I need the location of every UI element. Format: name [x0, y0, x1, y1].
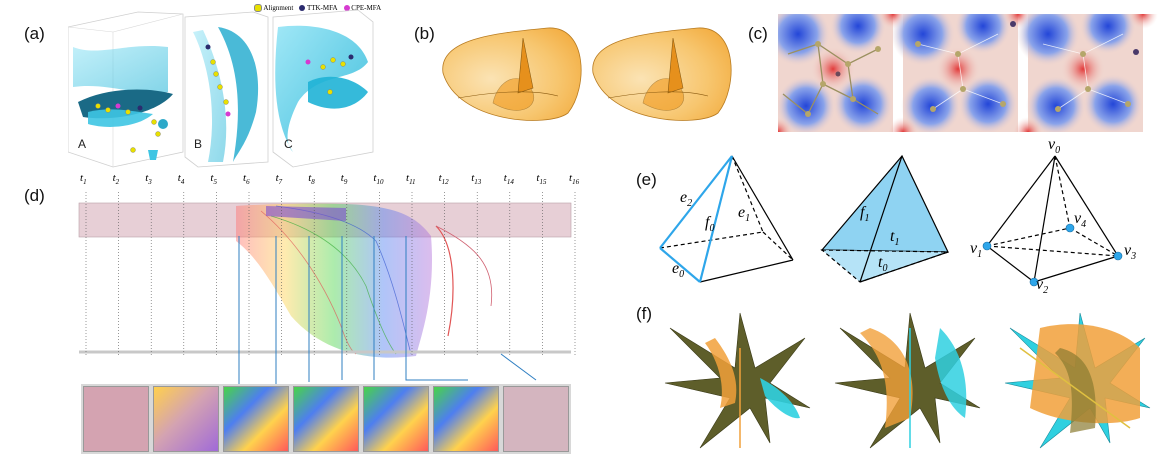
time-label: t9 — [340, 172, 348, 187]
panel-b-shapes — [442, 27, 732, 121]
label-e1: e1 — [738, 204, 751, 225]
label-f1: f1 — [860, 204, 870, 225]
subfig-label-c: C — [284, 137, 293, 151]
label-v1: v1 — [970, 240, 983, 261]
panel-a-legend: Alignment TTK-MFA CPE-MFA — [254, 4, 381, 13]
pyramid-faces — [820, 154, 949, 283]
panel-label-f: (f) — [636, 304, 653, 323]
subfig-label-a: A — [78, 137, 87, 151]
panel-label-e: (e) — [636, 170, 657, 189]
time-label: t10 — [373, 172, 384, 187]
panel-e-pyramids — [659, 154, 1123, 287]
time-label: t4 — [177, 172, 185, 187]
label-t0: t0 — [878, 254, 888, 275]
surface-1 — [664, 312, 811, 449]
subfig-a — [68, 11, 184, 168]
legend-dot-icon — [254, 4, 262, 13]
time-label: t8 — [308, 172, 315, 187]
pyramid-vertices — [986, 155, 1119, 283]
time-label: t1 — [80, 172, 87, 187]
panel-e: e2 e1 f0 e0 f1 t1 t0 v0 v4 v1 v3 v2 — [650, 136, 1150, 296]
panel-label-b: (b) — [414, 24, 435, 43]
panel-c — [763, 0, 1160, 147]
subfig-label-b: B — [194, 137, 203, 151]
label-e0: e0 — [672, 260, 685, 281]
time-label: t13 — [471, 172, 482, 187]
orange-shape-left — [442, 27, 582, 121]
time-label: t5 — [210, 172, 217, 187]
thumbnail-4 — [293, 386, 359, 452]
panel-d-graph — [78, 192, 576, 386]
critical-points — [95, 44, 354, 153]
time-label: t3 — [145, 172, 152, 187]
time-label: t14 — [503, 172, 514, 187]
time-label: t2 — [112, 172, 120, 187]
vertex-dots — [982, 223, 1123, 287]
panel-a: Alignment TTK-MFA CPE-MFA — [68, 2, 400, 170]
panel-label-a: (a) — [24, 24, 45, 43]
panel-c-heatmaps — [763, 0, 1158, 147]
legend-item-ttk: TTK-MFA — [299, 4, 338, 12]
heatmap-3 — [1013, 0, 1158, 147]
thumbnail-strip — [81, 384, 571, 454]
thumbnail-6 — [433, 386, 499, 452]
panel-f — [650, 308, 1160, 458]
time-label: t15 — [536, 172, 547, 187]
surface-3 — [1004, 312, 1151, 449]
thumbnail-5 — [363, 386, 429, 452]
panel-b — [438, 18, 738, 128]
thumbnail-7 — [503, 386, 569, 452]
label-v3: v3 — [1124, 242, 1137, 263]
panel-f-surfaces — [664, 312, 1151, 449]
legend-item-cpe: CPE-MFA — [343, 4, 381, 12]
subfig-c — [272, 9, 374, 168]
surface-2 — [834, 312, 981, 449]
time-label: t11 — [406, 172, 416, 187]
panel-d: t1 t2 t3 t4 t5 t6 t7 t8 t9 t10 t11 t12 t13 t14 t15 t16 — [76, 172, 580, 457]
label-t1: t1 — [890, 228, 900, 249]
highlighted-edges — [659, 155, 734, 283]
label-v4: v4 — [1074, 210, 1087, 231]
time-label: t16 — [569, 172, 580, 187]
legend-dot-icon — [343, 5, 350, 12]
heatmap-2 — [888, 0, 1033, 147]
subfig-b — [184, 11, 269, 168]
time-label: t12 — [438, 172, 449, 187]
thumbnail-2 — [153, 386, 219, 452]
thumbnail-connectors — [116, 236, 537, 386]
time-label: t7 — [275, 172, 283, 187]
thumbnail-1 — [83, 386, 149, 452]
time-axis: t1 t2 t3 t4 t5 t6 t7 t8 t9 t10 t11 t12 t13 t14 t15 t16 — [76, 172, 580, 188]
label-v0: v0 — [1048, 136, 1061, 157]
heatmap-1 — [763, 0, 908, 147]
label-v2: v2 — [1036, 276, 1049, 297]
thumbnail-3 — [223, 386, 289, 452]
panel-label-d: (d) — [24, 186, 45, 205]
legend-item-alignment: Alignment — [254, 4, 293, 13]
time-ticks — [85, 192, 576, 356]
time-label: t6 — [243, 172, 250, 187]
flow-region — [236, 203, 433, 358]
panel-a-isosurfaces — [68, 9, 374, 168]
legend-dot-icon — [299, 5, 306, 12]
panel-label-c: (c) — [748, 24, 768, 43]
label-f0: f0 — [705, 214, 715, 235]
label-e2: e2 — [680, 189, 693, 210]
orange-shape-right — [592, 27, 732, 121]
